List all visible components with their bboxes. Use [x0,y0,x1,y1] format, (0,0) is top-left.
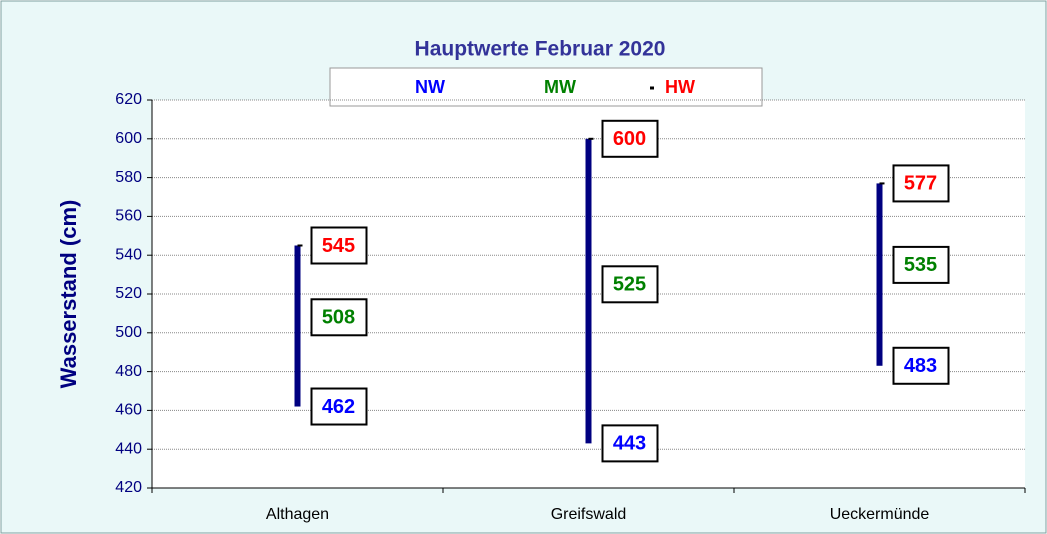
data-label-box [601,265,659,304]
data-label-box [892,346,950,385]
x-tick-label: Greifswald [551,506,627,523]
y-tick-label: 520 [115,285,142,302]
y-tick-label: 500 [115,324,142,341]
x-tick-label: Ueckermünde [830,506,930,523]
y-tick-label: 580 [115,169,142,186]
legend-label: MW [544,77,576,97]
y-axis-title: Wasserstand (cm) [56,200,81,389]
y-tick-label: 600 [115,130,142,147]
data-label-box [601,119,659,158]
data-label: 577 [904,173,937,195]
data-label: 535 [904,254,937,276]
range-bar [294,245,301,407]
data-label: 462 [322,396,355,418]
data-label: 483 [904,355,937,377]
data-label: 525 [613,274,646,296]
data-label-box [310,298,368,337]
data-label: 443 [613,433,646,455]
chart-title: Hauptwerte Februar 2020 [415,38,666,61]
data-label: 600 [613,128,646,150]
y-tick-label: 480 [115,363,142,380]
y-tick-label: 620 [115,91,142,108]
y-tick-label: 560 [115,208,142,225]
data-label: 508 [322,307,355,329]
data-label: 545 [322,235,355,257]
y-tick-label: 420 [115,479,142,496]
range-bar [876,183,883,366]
legend-label: NW [415,77,445,97]
data-label-box [892,164,950,203]
x-tick-label: Althagen [266,506,329,523]
y-tick-label: 440 [115,440,142,457]
legend-label: HW [665,77,695,97]
y-tick-label: 540 [115,246,142,263]
data-label-box [310,226,368,265]
range-bar [585,138,592,444]
y-tick-label: 460 [115,402,142,419]
data-label-box [310,387,368,426]
data-label-box [892,245,950,284]
data-label-box [601,424,659,463]
